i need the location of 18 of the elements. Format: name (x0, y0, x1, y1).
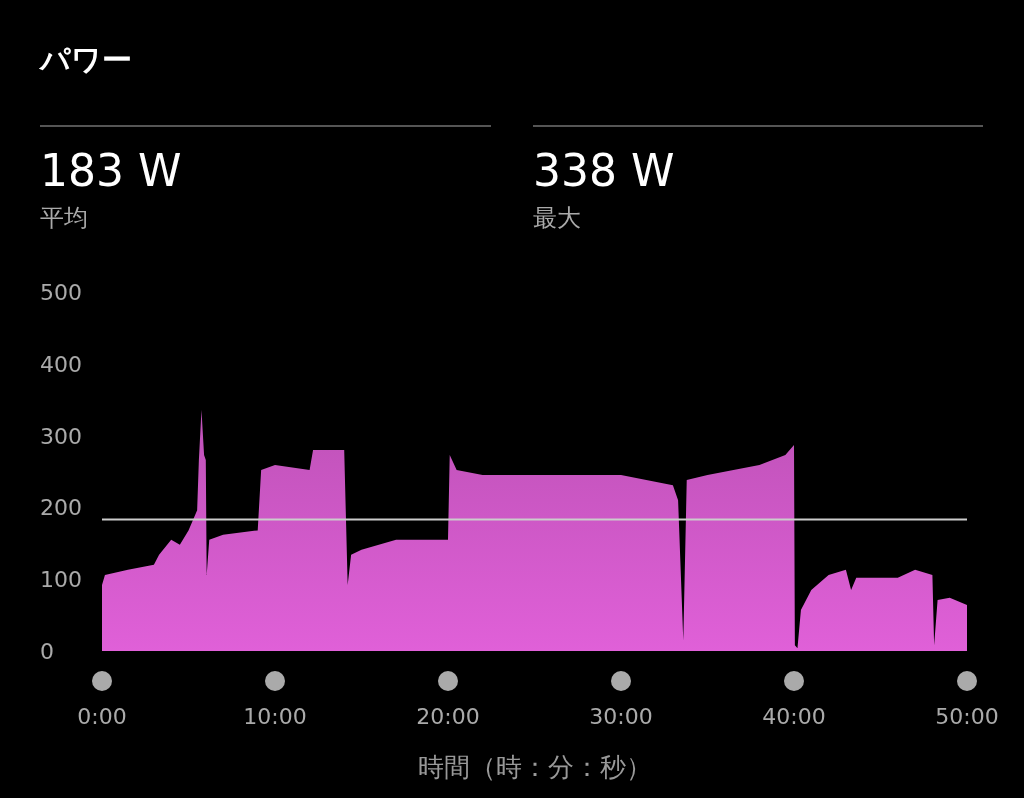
xlabel: 時間（時：分：秒） (417, 752, 652, 782)
xtick: 10:00 (243, 704, 307, 729)
title: パワー (40, 42, 132, 77)
annotation: 平均 (40, 204, 88, 232)
ytick: 300 (40, 423, 82, 449)
xtick: 20:00 (416, 704, 480, 729)
annotation: 183 W (40, 145, 182, 196)
ytick: 400 (40, 351, 82, 377)
ytick: 200 (40, 495, 82, 521)
ytick: 0 (40, 639, 54, 664)
xtick: 40:00 (762, 704, 826, 729)
xtick: 30:00 (589, 704, 653, 729)
ytick: 500 (40, 280, 82, 305)
annotation: 最大 (533, 204, 581, 232)
xtick: 50:00 (935, 704, 999, 729)
annotation: 338 W (533, 145, 675, 196)
xtick: 0:00 (77, 704, 127, 729)
ytick: 100 (40, 567, 82, 593)
